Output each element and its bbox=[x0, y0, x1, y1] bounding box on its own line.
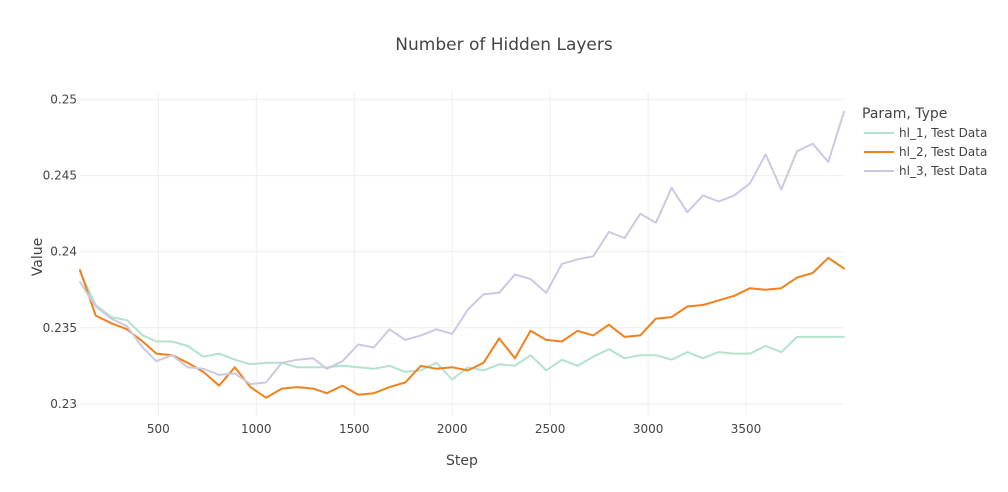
x-tick-label: 2500 bbox=[535, 422, 566, 436]
series-line-1[interactable] bbox=[79, 270, 845, 381]
y-tick-label: 0.23 bbox=[50, 397, 77, 411]
x-tick-label: 500 bbox=[147, 422, 170, 436]
legend-label: hl_2, Test Data bbox=[899, 145, 987, 159]
legend-label: hl_3, Test Data bbox=[899, 164, 987, 178]
x-axis-label: Step bbox=[446, 453, 478, 469]
legend-item-1[interactable]: hl_1, Test Data bbox=[864, 126, 987, 140]
legend-items: hl_1, Test Data hl_2, Test Data hl_3, Test… bbox=[864, 126, 987, 178]
x-tick-label: 3500 bbox=[731, 422, 762, 436]
x-tick-label: 1000 bbox=[241, 422, 272, 436]
chart-title: Number of Hidden Layers bbox=[395, 35, 613, 55]
axis-ticks: 500 1000 1500 2000 2500 3000 3500 0.23 0.235 0.24… bbox=[43, 93, 762, 436]
legend-label: hl_1, Test Data bbox=[899, 126, 987, 140]
legend-item-3[interactable]: hl_3, Test Data bbox=[864, 164, 987, 178]
legend-item-2[interactable]: hl_2, Test Data bbox=[864, 145, 987, 159]
y-tick-label: 0.245 bbox=[43, 169, 77, 183]
series-lines[interactable] bbox=[79, 110, 845, 399]
y-tick-label: 0.25 bbox=[50, 93, 77, 107]
series-line-2[interactable] bbox=[79, 256, 845, 399]
y-tick-label: 0.235 bbox=[43, 321, 77, 335]
x-tick-label: 3000 bbox=[633, 422, 664, 436]
y-axis-label: Value bbox=[30, 238, 46, 276]
grid bbox=[80, 92, 844, 416]
x-tick-label: 2000 bbox=[437, 422, 468, 436]
legend-title: Param, Type bbox=[862, 106, 947, 122]
y-tick-label: 0.24 bbox=[50, 245, 77, 259]
x-tick-label: 1500 bbox=[339, 422, 370, 436]
legend: Param, Type hl_1, Test Data hl_2, Test Da… bbox=[862, 106, 987, 178]
series-line-3[interactable] bbox=[79, 110, 845, 386]
